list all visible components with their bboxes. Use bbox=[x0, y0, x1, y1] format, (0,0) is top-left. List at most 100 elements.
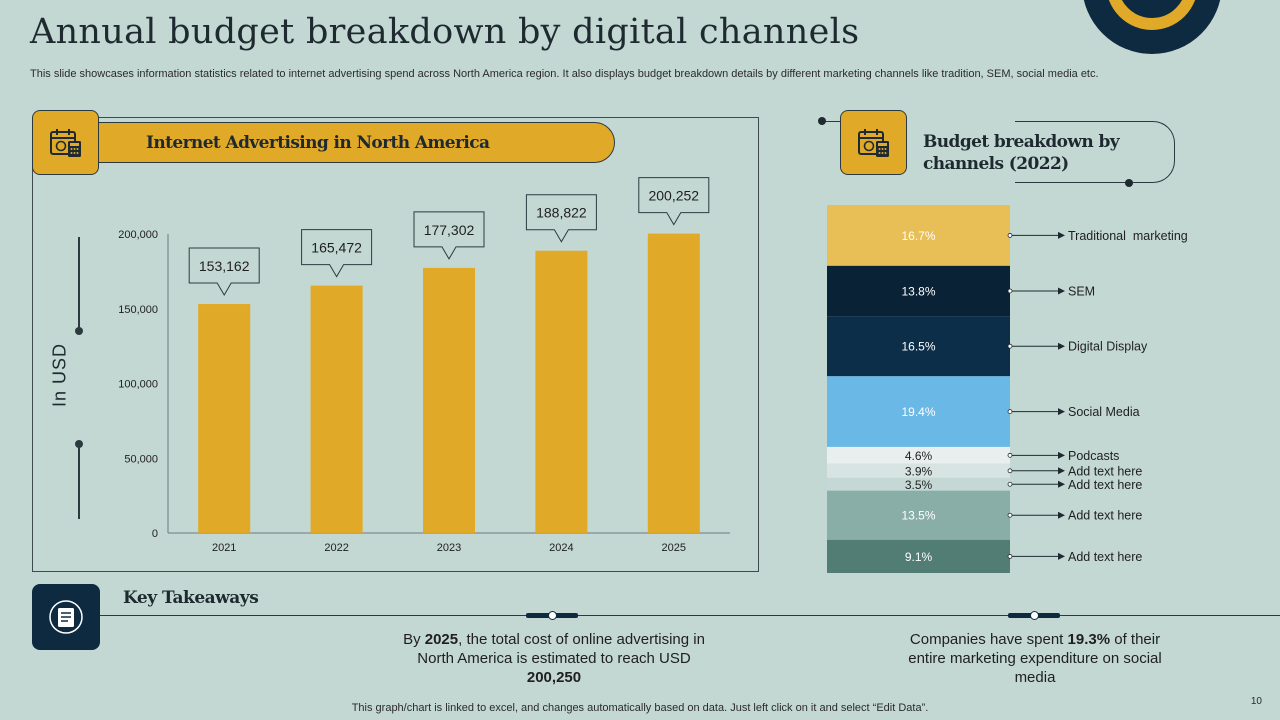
page-subtitle: This slide showcases information statist… bbox=[30, 68, 1099, 80]
arrow-tail bbox=[1007, 481, 1013, 487]
x-tick-label: 2024 bbox=[549, 542, 573, 554]
takeaway-left: By 2025, the total cost of online advert… bbox=[400, 630, 708, 687]
takeaway-right: Companies have spent 19.3% of their enti… bbox=[890, 630, 1180, 687]
takeaway-highlight: 200,250 bbox=[526, 669, 582, 686]
stack-segment bbox=[827, 316, 1010, 377]
data-label-callout: 177,302 bbox=[413, 211, 485, 260]
segment-value-label: 13.5% bbox=[901, 509, 935, 523]
data-label: 200,252 bbox=[648, 188, 699, 204]
stack-segment bbox=[827, 205, 1010, 266]
segment-value-label: 3.5% bbox=[905, 478, 933, 492]
bar-chart-title: Internet Advertising in North America bbox=[146, 132, 490, 153]
data-label: 177,302 bbox=[424, 222, 475, 238]
calendar-money-icon bbox=[32, 110, 99, 175]
takeaway-highlight: 19.3% bbox=[1067, 631, 1111, 648]
data-label-callout: 188,822 bbox=[525, 194, 597, 243]
segment-value-label: 16.5% bbox=[901, 340, 935, 354]
notes-icon bbox=[32, 584, 100, 650]
takeaway-text: Companies have spent bbox=[909, 631, 1068, 648]
arrow-tail bbox=[1007, 554, 1013, 559]
arrow-tail bbox=[1007, 343, 1013, 349]
stack-segment bbox=[827, 376, 1010, 447]
legend-label: Social Media bbox=[1068, 405, 1140, 419]
segment-value-label: 3.9% bbox=[905, 464, 933, 478]
arrow-head bbox=[1058, 511, 1065, 519]
x-tick-label: 2023 bbox=[437, 542, 461, 554]
divider-marker bbox=[526, 611, 578, 620]
arrow-head bbox=[1058, 552, 1065, 560]
x-tick-label: 2022 bbox=[324, 542, 348, 554]
page-title: Annual budget breakdown by digital chann… bbox=[30, 12, 860, 52]
arrow-head bbox=[1058, 408, 1065, 416]
segment-value-label: 13.8% bbox=[901, 284, 935, 298]
bar bbox=[198, 304, 251, 533]
arrow-head bbox=[1058, 231, 1065, 239]
legend-label: SEM bbox=[1068, 284, 1095, 298]
stack-title-line: channels (2022) bbox=[923, 154, 1069, 174]
callout-box bbox=[525, 194, 597, 243]
stack-segment bbox=[827, 477, 1010, 491]
x-tick-label: 2021 bbox=[212, 542, 236, 554]
bar-chart-panel bbox=[32, 117, 759, 572]
arrow-tail bbox=[1007, 512, 1013, 518]
segment-value-label: 16.7% bbox=[901, 229, 935, 243]
arrow-tail bbox=[1007, 233, 1013, 238]
x-tick-label: 2025 bbox=[662, 542, 686, 554]
y-tick-label: 150,000 bbox=[118, 304, 158, 316]
stack-title-line: Budget breakdown by bbox=[923, 132, 1120, 152]
calendar-money-icon bbox=[840, 110, 907, 175]
stack-segment bbox=[827, 446, 1010, 464]
arrow-tail bbox=[1007, 452, 1013, 458]
data-label-callout: 165,472 bbox=[301, 229, 373, 278]
axis-decor-line bbox=[78, 444, 80, 519]
bar bbox=[423, 267, 475, 533]
y-tick-label: 200,000 bbox=[118, 229, 158, 241]
key-takeaways-title: Key Takeaways bbox=[123, 588, 259, 608]
bar-chart: 0 50,000 100,000 150,000 200,000 2021 153,162 2… bbox=[118, 177, 730, 554]
y-tick-label: 50,000 bbox=[124, 453, 158, 465]
stack-segment bbox=[827, 265, 1010, 317]
bar bbox=[310, 285, 363, 533]
bar bbox=[535, 250, 588, 533]
y-tick-label: 100,000 bbox=[118, 379, 158, 391]
arrow-head bbox=[1058, 287, 1065, 295]
data-label: 188,822 bbox=[536, 205, 587, 221]
header-decor-dot bbox=[1125, 179, 1133, 187]
takeaway-text: By bbox=[403, 631, 425, 648]
axis-decor-line bbox=[78, 237, 80, 332]
header-decor-dot bbox=[818, 117, 826, 125]
y-axis-label: In USD bbox=[49, 342, 70, 408]
divider-marker bbox=[1008, 611, 1060, 620]
arrow-tail bbox=[1007, 288, 1013, 294]
arrow-tail bbox=[1007, 409, 1013, 414]
stack-segment bbox=[827, 539, 1010, 573]
legend-label: Add text here bbox=[1068, 509, 1142, 523]
stack-segment bbox=[827, 490, 1010, 540]
legend-label: Add text here bbox=[1068, 478, 1142, 492]
legend-label: Add text here bbox=[1068, 550, 1142, 564]
footer-note: This graph/chart is linked to excel, and… bbox=[351, 702, 929, 714]
arrow-head bbox=[1058, 451, 1065, 459]
stacked-chart: 16.7% Traditional marketing 13.8% SEM 16.5% D… bbox=[827, 205, 1188, 573]
legend-label: Digital Display bbox=[1068, 340, 1148, 354]
takeaway-text: , the total cost of online advertising i… bbox=[417, 631, 705, 667]
divider bbox=[100, 615, 1280, 616]
data-label-callout: 200,252 bbox=[638, 177, 710, 226]
axis-decor-dot bbox=[75, 440, 83, 448]
arrow-tail bbox=[1007, 468, 1013, 474]
axis-decor-dot bbox=[75, 327, 83, 335]
callout-box bbox=[413, 211, 485, 260]
bar bbox=[647, 233, 700, 533]
stack-segment bbox=[827, 463, 1010, 478]
segment-value-label: 9.1% bbox=[905, 550, 933, 564]
header-bracket bbox=[1015, 121, 1175, 183]
stack-chart-title: Budget breakdown by channels (2022) bbox=[923, 131, 1120, 175]
callout-box bbox=[301, 229, 373, 278]
arrow-head bbox=[1058, 342, 1065, 350]
takeaway-text: of their entire marketing expenditure on… bbox=[908, 631, 1162, 686]
y-tick-label: 0 bbox=[152, 528, 158, 540]
legend-label: Add text here bbox=[1068, 464, 1142, 478]
bar-chart-header: Internet Advertising in North America bbox=[90, 122, 615, 163]
data-label-callout: 153,162 bbox=[188, 247, 260, 297]
segment-value-label: 4.6% bbox=[905, 449, 933, 463]
